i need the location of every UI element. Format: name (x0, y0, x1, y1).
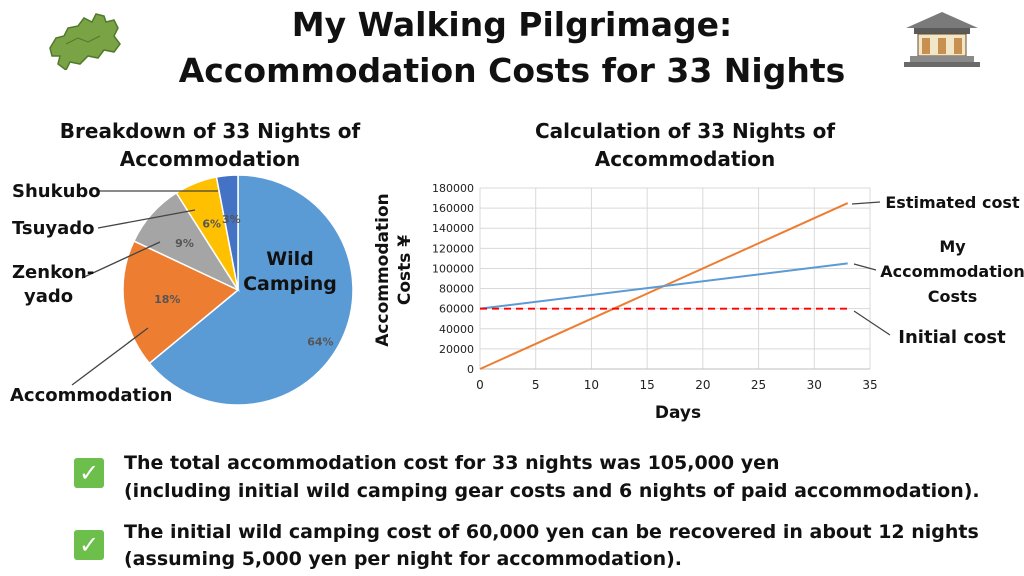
estimated-leader-line (851, 201, 881, 205)
x-tick-label: 10 (584, 378, 599, 392)
pie-chart: 64% 18% 9% 6% 3% (71, 174, 354, 406)
line-title-line2: Accommodation (594, 147, 776, 171)
checkmark-icon: ✓ (74, 458, 104, 488)
label-my-costs-line3: Costs (927, 287, 978, 306)
x-tick-label: 25 (751, 378, 766, 392)
pie-slice-shukubo (215, 174, 239, 291)
label-shukubo: Shukubo (12, 181, 101, 202)
x-tick-label: 30 (807, 378, 822, 392)
temple-icon (904, 12, 980, 67)
line-chart: 0 20000 40000 60000 80000 100000 120000 140000 1… (373, 182, 891, 423)
pie-slice-wild-camping (148, 174, 354, 406)
checkmark-icon: ✓ (74, 530, 104, 560)
y-tick-label: 40000 (439, 323, 474, 336)
bullet-1-line2: (including initial wild camping gear cos… (124, 480, 980, 502)
shikoku-map-icon (49, 13, 121, 70)
line-title-line1: Calculation of 33 Nights of (534, 119, 836, 143)
pie-value-label-shukubo: 3% (222, 213, 241, 226)
y-tick-label: 100000 (432, 262, 474, 275)
bullet-2-line2: (assuming 5,000 yen per night for accomm… (124, 548, 683, 570)
pie-title-line1: Breakdown of 33 Nights of (59, 119, 361, 143)
pie-title-line2: Accommodation (119, 147, 301, 171)
accommodation-leader-line (71, 327, 149, 386)
y-axis-label-line2: Costs ¥ (395, 235, 415, 305)
x-tick-label: 35 (862, 378, 877, 392)
y-tick-label: 160000 (432, 202, 474, 215)
page-title-line1: My Walking Pilgrimage: (291, 5, 733, 44)
x-tick-label: 15 (640, 378, 655, 392)
y-tick-label: 120000 (432, 242, 474, 255)
y-tick-label: 20000 (439, 343, 474, 356)
zenkon-leader-line (81, 241, 161, 279)
pie-value-label-tsuyado: 6% (202, 218, 221, 231)
label-initial-cost: Initial cost (898, 327, 1006, 348)
label-zenkon-line1: Zenkon- (12, 262, 95, 283)
label-my-costs-line1: My (939, 237, 966, 256)
y-tick-label: 60000 (439, 303, 474, 316)
label-my-costs-line2: Accommodation (880, 262, 1024, 281)
tsuyado-leader-line (97, 209, 196, 229)
series-line-my-accommodation-costs (479, 262, 848, 310)
pie-value-label-accommodation: 18% (154, 293, 180, 306)
x-tick-label: 5 (532, 378, 540, 392)
x-tick-label: 0 (476, 378, 484, 392)
pie-slice-accommodation (122, 240, 240, 365)
y-tick-label: 80000 (439, 283, 474, 296)
bullet-1-line1: The total accommodation cost for 33 nigh… (124, 452, 780, 474)
label-estimated-cost: Estimated cost (885, 193, 1020, 212)
x-tick-label: 20 (695, 378, 710, 392)
label-tsuyado: Tsuyado (12, 218, 95, 239)
y-tick-label: 180000 (432, 182, 474, 195)
page-title-line2: Accommodation Costs for 33 Nights (178, 51, 846, 90)
y-axis-label-line1: Accommodation (373, 193, 393, 346)
label-wild-line2: Camping (243, 273, 337, 295)
label-zenkon-line2: yado (24, 286, 74, 307)
bullet-2-line1: The initial wild camping cost of 60,000 … (124, 521, 979, 543)
x-axis-label: Days (655, 403, 701, 423)
pie-value-label-zenkon-yado: 9% (175, 237, 194, 250)
my-costs-leader-line (853, 263, 877, 271)
initial-leader-line (853, 310, 891, 336)
label-accommodation: Accommodation (10, 385, 173, 406)
label-wild-line1: Wild (266, 248, 314, 270)
y-tick-label: 140000 (432, 222, 474, 235)
pie-value-label-wild-camping: 64% (307, 335, 333, 348)
y-tick-label: 0 (467, 363, 474, 376)
